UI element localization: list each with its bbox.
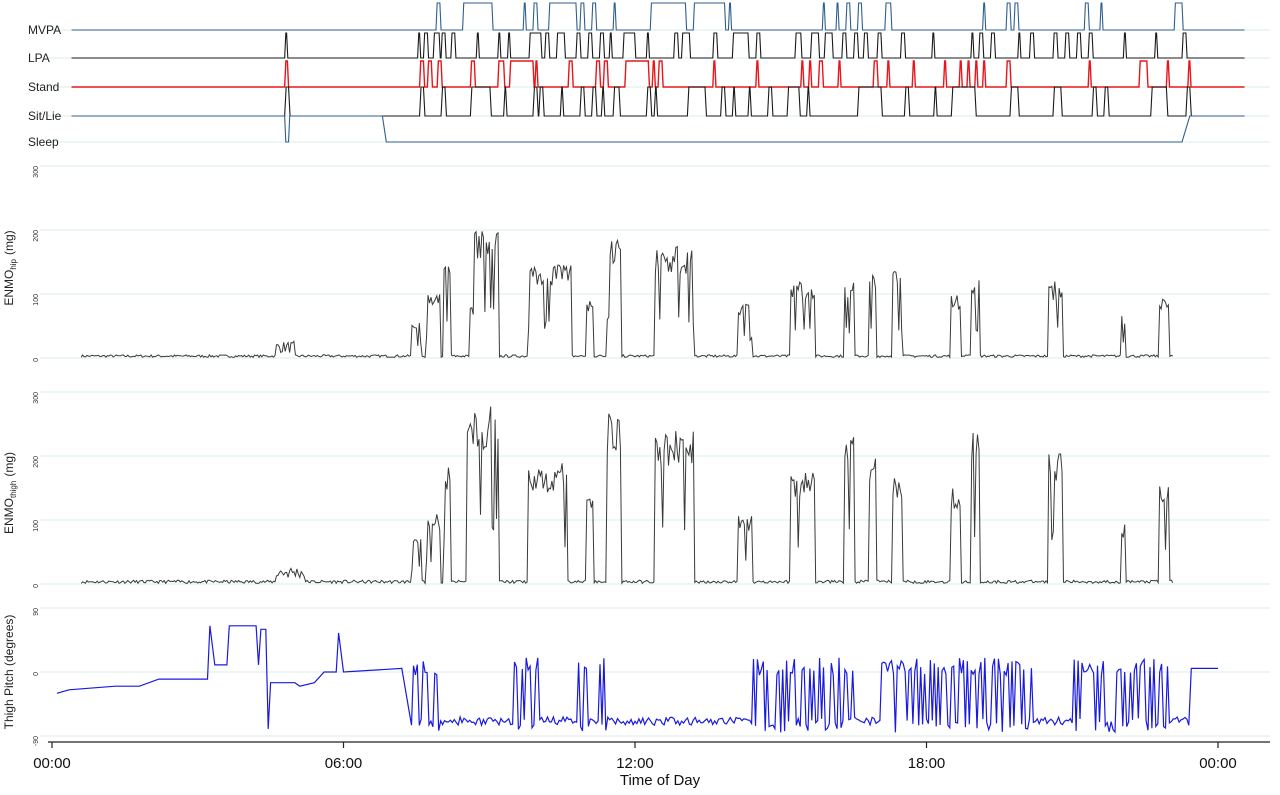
y-tick-label: 90 (33, 608, 40, 616)
x-tick-label: 00:00 (1199, 755, 1237, 772)
activity-states-panel: MVPA LPA Stand Sit/Lie Sleep (28, 2, 1270, 149)
y-tick-label: 0 (33, 672, 40, 676)
state-trace (71, 32, 1245, 59)
x-tick-label: 18:00 (908, 755, 946, 772)
y-tick-label: 200 (33, 456, 40, 468)
state-label: Sit/Lie (28, 109, 62, 123)
state-trace (71, 86, 1245, 117)
thigh-pitch-series-line (56, 625, 1218, 734)
y-tick-label: 100 (33, 294, 40, 306)
y-tick-label: 0 (33, 358, 40, 362)
y-tick-label: 200 (33, 230, 40, 242)
y-tick-label: 100 (33, 520, 40, 532)
state-trace (71, 115, 1245, 143)
enmo-thigh-axis-label: ENMOthigh(mg) (2, 452, 18, 534)
x-axis: 00:00 06:00 12:00 18:00 00:00 Time of Day (33, 741, 1270, 789)
enmo-hip-series-line (80, 230, 1174, 359)
y-tick-label: 0 (33, 584, 40, 588)
enmo-hip-axis-label: ENMOhip(mg) (2, 230, 18, 305)
state-trace (71, 60, 1245, 88)
state-label: MVPA (28, 23, 61, 37)
enmo-hip-panel: 0 100 200 300 ENMOhip(mg) (2, 165, 1270, 362)
y-tick-label: 300 (33, 392, 40, 404)
x-tick-label: 00:00 (33, 755, 71, 772)
thigh-pitch-panel: -90 0 90 Thigh Pitch (degrees) (2, 607, 1270, 746)
x-tick-label: 06:00 (325, 755, 363, 772)
y-tick-label: 300 (33, 166, 40, 178)
thigh-pitch-axis-label: Thigh Pitch (degrees) (2, 615, 16, 730)
x-tick-label: 12:00 (616, 755, 654, 772)
enmo-thigh-panel: 0 100 200 300 ENMOthigh(mg) (2, 391, 1270, 588)
state-trace (71, 2, 1245, 31)
state-label: LPA (28, 51, 50, 65)
x-axis-title: Time of Day (620, 772, 701, 789)
state-label: Stand (28, 80, 59, 94)
state-label: Sleep (28, 135, 59, 149)
y-tick-label: -90 (33, 736, 40, 746)
enmo-thigh-series-line (80, 406, 1174, 585)
